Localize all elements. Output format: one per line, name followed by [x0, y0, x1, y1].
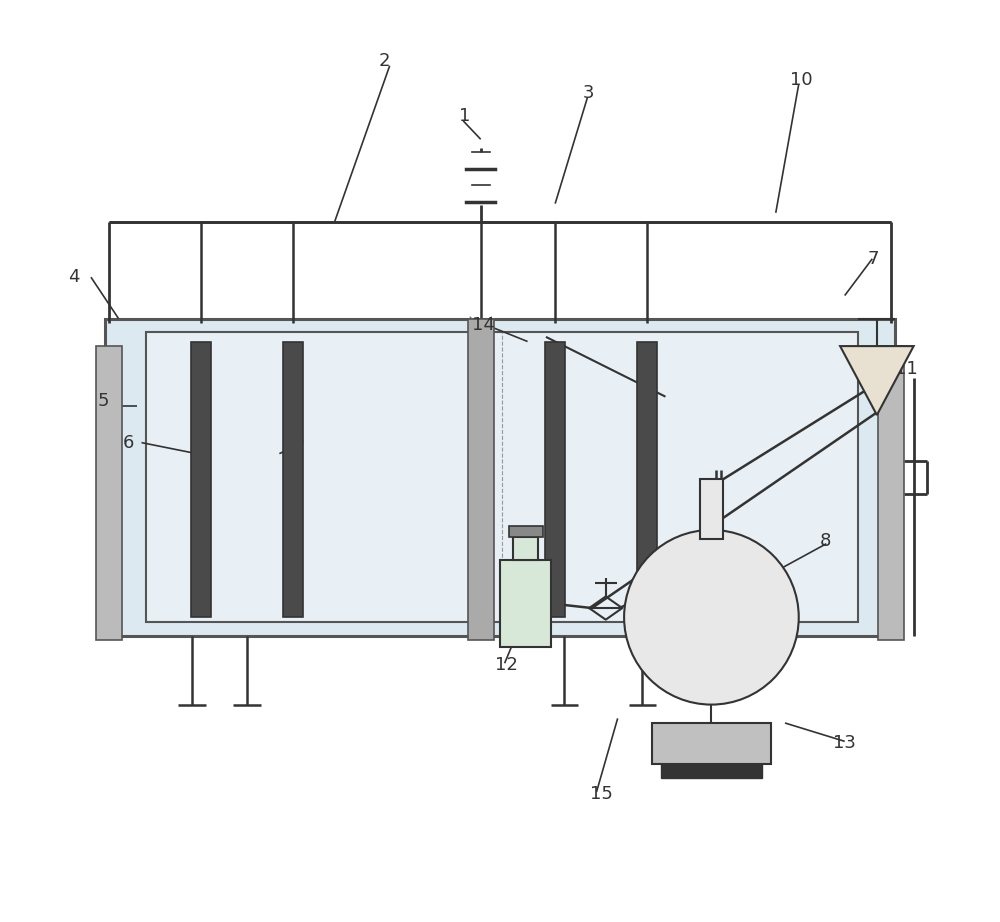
Bar [700, 479, 723, 539]
Bar [878, 346, 904, 640]
Bar [105, 318, 895, 635]
Bar [545, 341, 565, 617]
Bar [500, 560, 551, 647]
Text: 13: 13 [833, 734, 856, 752]
Bar [509, 526, 543, 537]
Text: 5: 5 [97, 392, 109, 410]
Bar [283, 341, 303, 617]
Bar [96, 346, 122, 640]
Bar [191, 341, 211, 617]
Bar [661, 764, 762, 778]
Text: 1: 1 [459, 107, 470, 125]
Text: 9: 9 [293, 433, 305, 452]
Bar [468, 318, 494, 640]
Text: 11: 11 [895, 361, 918, 378]
Text: 14: 14 [472, 316, 495, 334]
Circle shape [624, 530, 799, 704]
Bar [637, 341, 657, 617]
Bar [652, 723, 771, 764]
Bar [513, 537, 538, 560]
Text: 6: 6 [123, 433, 134, 452]
Text: 4: 4 [68, 268, 79, 286]
Text: 15: 15 [590, 785, 613, 803]
Text: 3: 3 [583, 84, 594, 102]
Text: 12: 12 [495, 656, 518, 674]
Bar [146, 332, 858, 621]
Polygon shape [840, 346, 914, 415]
Text: 2: 2 [379, 53, 390, 70]
Text: 10: 10 [790, 70, 812, 89]
Text: 8: 8 [820, 532, 831, 550]
Text: 7: 7 [868, 250, 879, 267]
